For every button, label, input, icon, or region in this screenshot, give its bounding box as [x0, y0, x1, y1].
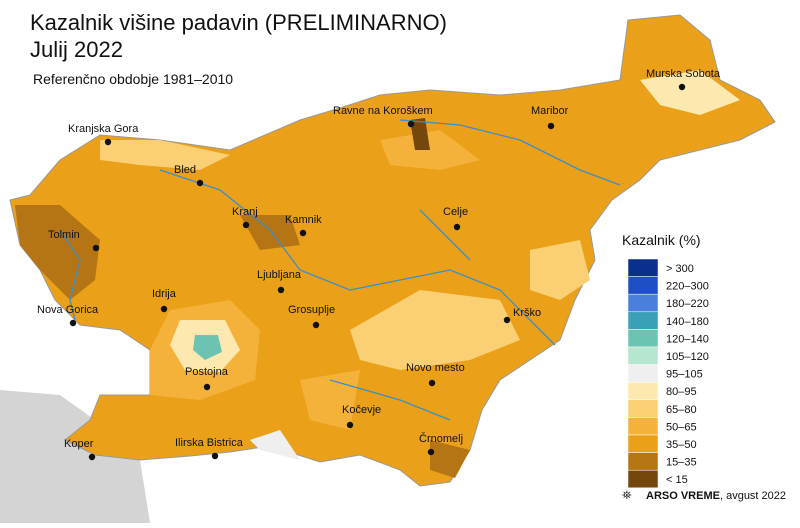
credit: ARSO VREME, avgust 2022: [646, 490, 786, 502]
city-dot: [211, 452, 219, 460]
legend-swatch: [627, 364, 659, 383]
credit-date: , avgust 2022: [720, 490, 786, 502]
city-dot: [203, 383, 211, 391]
legend-swatch: [627, 381, 659, 401]
legend-swatch: [627, 417, 659, 436]
city-label: Ilirska Bistrica: [175, 437, 244, 449]
legend-swatch: [627, 276, 659, 295]
legend-swatch: [627, 346, 659, 365]
credit-brand: ARSO VREME: [646, 490, 720, 502]
legend-swatch: [627, 293, 659, 313]
city-label: Kranjska Gora: [68, 123, 139, 135]
legend-swatch: [627, 399, 659, 418]
city-label: Bled: [174, 164, 196, 176]
legend-swatch: [627, 311, 659, 330]
city-dot: [160, 305, 168, 313]
city-dot: [503, 316, 511, 324]
city-label: Celje: [443, 206, 468, 218]
city-label: Nova Gorica: [37, 304, 99, 316]
city-dot: [453, 223, 461, 231]
city-label: Tolmin: [48, 229, 80, 241]
legend-label: 220–300: [666, 281, 709, 293]
city-label: Postojna: [185, 366, 229, 378]
legend-swatch: [627, 258, 659, 277]
legend-swatch: [627, 329, 659, 348]
city-dot: [277, 286, 285, 294]
city-dot: [104, 138, 112, 146]
legend-label: > 300: [666, 263, 694, 275]
city-label: Maribor: [531, 105, 569, 117]
legend-swatch: [627, 452, 659, 471]
city-dot: [299, 229, 307, 237]
legend-label: 80–95: [666, 386, 697, 398]
city-label: Novo mesto: [406, 362, 465, 374]
city-dot: [242, 221, 250, 229]
legend: > 300 220–300 180–220 140–180 120–140 105–120…: [627, 258, 709, 489]
legend-label: 50–65: [666, 421, 697, 433]
city-label: Idrija: [152, 288, 177, 300]
city-dot: [678, 83, 686, 91]
map-period: Julij 2022: [30, 37, 123, 62]
city-dot: [547, 122, 555, 130]
city-label: Krško: [513, 307, 541, 319]
city-label: Kamnik: [285, 214, 322, 226]
city-label: Grosuplje: [288, 304, 335, 316]
city-label: Koper: [64, 438, 94, 450]
city-dot: [427, 448, 435, 456]
city-dot: [88, 453, 96, 461]
legend-label: 180–220: [666, 298, 709, 310]
city-dot: [69, 319, 77, 327]
legend-label: 140–180: [666, 316, 709, 328]
legend-label: 65–80: [666, 404, 697, 416]
city-dot: [196, 179, 204, 187]
city-label: Kranj: [232, 206, 258, 218]
legend-label: 35–50: [666, 439, 697, 451]
legend-label: 105–120: [666, 351, 709, 363]
city-label: Kočevje: [342, 404, 381, 416]
map-title: Kazalnik višine padavin (PRELIMINARNO): [30, 10, 447, 35]
city-label: Murska Sobota: [646, 68, 721, 80]
city-dot: [407, 120, 415, 128]
legend-label: < 15: [666, 474, 688, 486]
legend-swatch: [627, 469, 659, 489]
legend-swatch: [627, 434, 659, 453]
city-dot: [428, 379, 436, 387]
city-label: Črnomelj: [419, 432, 463, 445]
logo: ⛯: [622, 488, 632, 502]
map-subtitle: Referenčno obdobje 1981–2010: [33, 71, 233, 87]
legend-label: 120–140: [666, 333, 709, 345]
city-label: Ravne na Koroškem: [333, 105, 433, 117]
cities: Murska Sobota Ravne na Koroškem Maribor Kra…: [37, 68, 721, 461]
city-dot: [312, 321, 320, 329]
neighbour-land: [0, 390, 150, 523]
legend-label: 15–35: [666, 457, 697, 469]
city-dot: [92, 244, 100, 252]
legend-label: 95–105: [666, 369, 703, 381]
city-dot: [346, 421, 354, 429]
legend-title: Kazalnik (%): [622, 232, 701, 248]
city-label: Ljubljana: [257, 269, 302, 281]
index-zones: [15, 70, 740, 478]
rivers: [59, 119, 621, 421]
